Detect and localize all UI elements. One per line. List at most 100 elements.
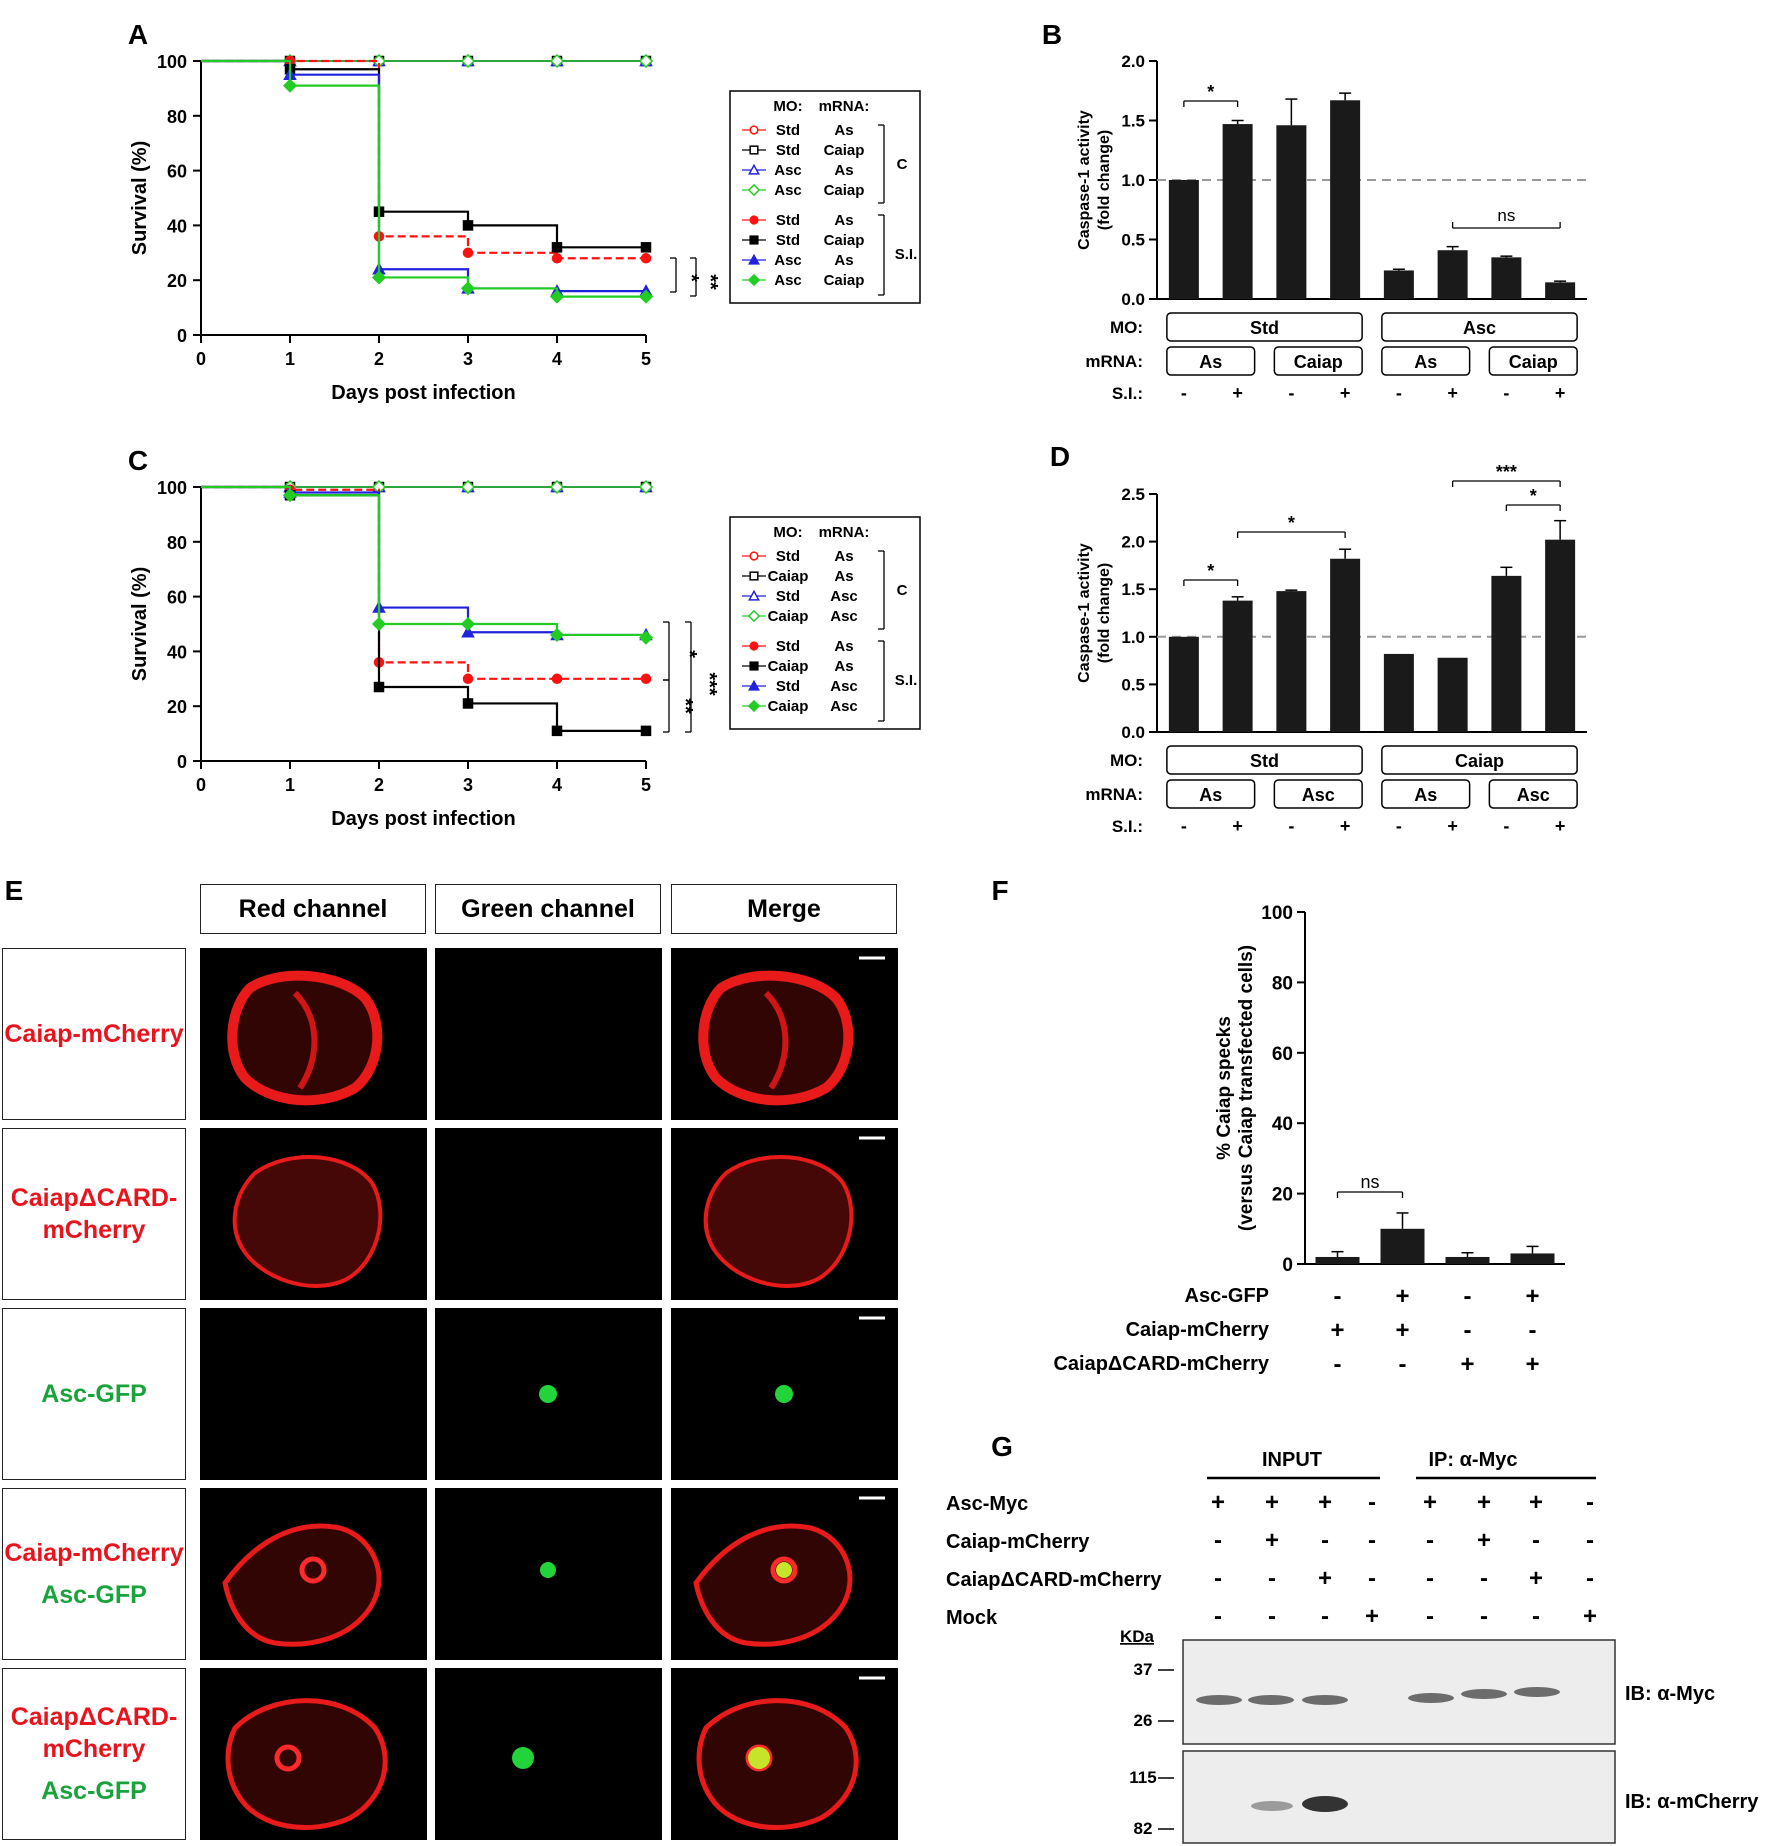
red-channel-image [200,948,427,1120]
row-label-1: Caiap-mCherry [2,948,186,1120]
f-row-sign: + [1525,1351,1539,1378]
red-channel-image [200,1488,427,1660]
g-row-sign: + [1211,1489,1225,1516]
panel-c-ytick-label: 60 [167,588,187,608]
f-row-sign: - [1334,1283,1342,1310]
g-row-sign: + [1365,1603,1379,1630]
f-sig-label: ns [1360,1172,1379,1192]
panel-letter-c: C [128,445,148,476]
asc-speck [748,1747,770,1769]
green-channel-image [435,948,662,1120]
panel-c-xtick-label: 1 [285,775,295,795]
panel-d-bar [1383,653,1414,732]
f-row-sign: + [1395,1317,1409,1344]
g-row-sign: - [1426,1603,1434,1630]
panel-c-xtick-label: 2 [374,775,384,795]
panel-d-bar [1437,657,1468,732]
g-row-sign: + [1529,1489,1543,1516]
g-row-sign: - [1480,1603,1488,1630]
f-row-label: Caiap-mCherry [1126,1319,1270,1341]
panel-b-si-sign: - [1181,383,1187,403]
panel-a-legend-marker [747,183,761,197]
panel-d-mo-box [1381,745,1578,775]
panel-a-legend-group-c: C [897,156,908,173]
panel-a-legend-marker [749,145,759,155]
panel-c-legend-mrna: As [834,568,853,585]
g-row-sign: - [1368,1489,1376,1516]
row-label-line: CaiapΔCARD- [10,1184,178,1212]
panel-b-mrna-label: As [1199,352,1222,372]
panel-c-legend-mo: Caiap [768,698,809,715]
red-speck-ring [770,1556,798,1584]
f-ytick-label: 60 [1272,1044,1293,1065]
panel-d-mo-label: Caiap [1455,751,1504,771]
panel-c-point [549,479,565,495]
panel-a-ytick-label: 20 [167,271,187,291]
panel-c-series-line-7 [201,485,648,638]
a-sig-label: * [680,274,702,282]
panel-c-point [638,479,654,495]
merge-image [671,1488,898,1660]
g-row-sign: + [1265,1489,1279,1516]
g-row-label: CaiapΔCARD-mCherry [946,1569,1162,1591]
panel-c-legend-mrna: Asc [830,608,858,625]
panel-b-bar [1545,282,1576,299]
header-green-channel: Green channel [435,884,661,934]
panel-a-legend-box [729,90,921,304]
panel-d-ytick-label: 1.0 [1121,628,1145,647]
panel-a-legend-mo: Std [776,122,800,139]
panel-c-legend-mo: Std [776,548,800,565]
panel-d-bar [1491,575,1522,732]
panel-b-ytick-label: 0.5 [1121,231,1145,250]
panel-b-si-sign: + [1232,383,1243,403]
row-label-line: Asc-GFP [41,1777,147,1805]
panel-a-point [462,247,474,259]
g-row-sign: - [1426,1565,1434,1592]
panel-c-legend-marker [747,699,761,713]
g-row-sign: + [1529,1565,1543,1592]
panel-d-mrna-label: As [1199,785,1222,805]
panel-a-series-line-7 [201,59,646,298]
merge-image [671,948,898,1120]
panel-letter-e: E [5,875,24,906]
red-channel-image [200,1128,427,1300]
panel-d-mrna-box [1166,779,1256,809]
panel-a-point [640,253,652,264]
g-kda-label: KDa [1120,1627,1155,1646]
panel-c-ytick-label: 40 [167,642,187,662]
g-row-label: Caiap-mCherry [946,1531,1090,1553]
g-row-sign: - [1480,1565,1488,1592]
g-band-myc [1461,1689,1507,1699]
red-cell-membrane [703,1155,854,1288]
g-row-sign: - [1586,1489,1594,1516]
panel-b-bar [1437,250,1468,299]
panel-a-legend-group-si: S.I. [895,246,918,263]
g-row-sign: + [1477,1489,1491,1516]
g-row-sign: + [1477,1527,1491,1554]
panel-a-legend-mrna: Caiap [824,142,865,159]
panel-letter-g: G [991,1431,1013,1462]
g-band-myc [1408,1693,1454,1703]
f-bar [1445,1256,1490,1264]
panel-c-point [462,698,474,709]
d-sig-label: * [1288,513,1295,533]
panel-a-legend-marker [749,125,759,135]
panel-a-xtick-label: 1 [285,349,295,369]
panel-d-si-sign: - [1181,816,1187,836]
g-row-sign: - [1532,1527,1540,1554]
panel-d-bar [1330,558,1361,732]
panel-a-legend-mrna: As [834,122,853,139]
c-sig-label: *** [698,672,720,696]
panel-a-series-line-4 [201,59,646,260]
red-channel-image [200,1668,427,1840]
row-label-line: Caiap-mCherry [4,1020,184,1048]
panel-b-mrna-box [1488,346,1578,376]
panel-a-legend-marker [749,215,759,225]
panel-c-legend-head-mo: MO: [773,524,802,541]
panel-c-legend-mo: Caiap [768,658,809,675]
panel-a-legend-mo: Asc [774,272,802,289]
panel-c-legend-marker [749,551,759,561]
g-ib-mcherry: IB: α-mCherry [1625,1791,1759,1813]
panel-c-legend-head-mrna: mRNA: [819,524,870,541]
